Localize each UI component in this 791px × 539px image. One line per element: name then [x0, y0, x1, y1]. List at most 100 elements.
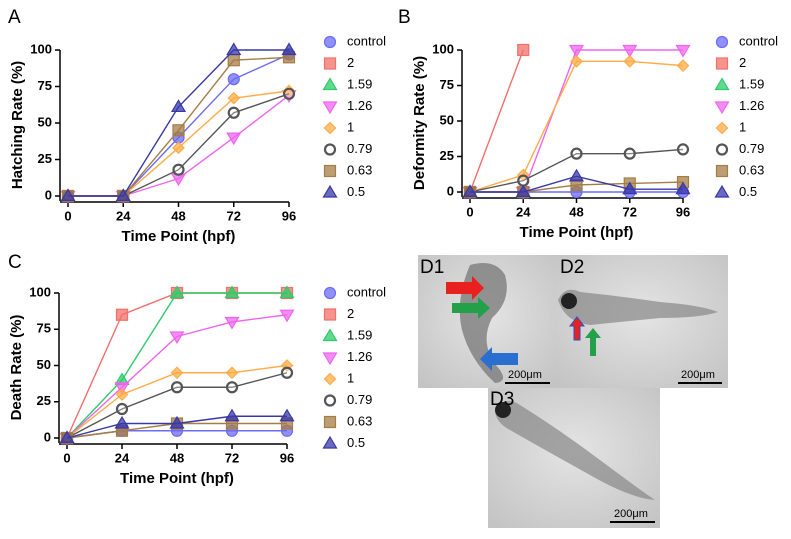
panel-label: B: [398, 7, 411, 28]
marker: [570, 55, 583, 68]
marker: [115, 188, 131, 202]
eye: [561, 293, 577, 309]
marker: [170, 99, 187, 113]
marker: [227, 91, 241, 105]
marker: [172, 141, 185, 155]
marker: [115, 308, 129, 321]
marker: [114, 415, 130, 429]
x-tick-label: 96: [280, 450, 294, 465]
y-tick-label: 75: [440, 77, 454, 92]
x-axis-title: Time Point (hpf): [120, 470, 234, 487]
legend-marker: [715, 121, 729, 135]
legend-label: 0.79: [739, 141, 764, 156]
x-tick-label: 24: [116, 208, 131, 223]
x-tick-label: 96: [282, 208, 296, 223]
y-tick-label: 0: [44, 429, 51, 444]
marker: [282, 87, 296, 100]
legend-marker: [714, 101, 730, 115]
y-tick-label: 0: [45, 187, 52, 202]
series-line: [469, 148, 684, 193]
marker: [115, 402, 129, 416]
legend-marker: [323, 121, 337, 135]
x-tick-label: 96: [676, 204, 690, 219]
marker: [622, 181, 638, 195]
legend-label: 2: [347, 55, 354, 70]
marker: [170, 366, 184, 380]
y-tick-label: 50: [37, 357, 51, 372]
scale-label: 200μm: [508, 369, 542, 381]
legend-marker: [323, 308, 337, 321]
marker: [622, 44, 638, 58]
arrow-green: [585, 328, 601, 356]
x-tick-label: 72: [227, 208, 241, 223]
x-tick-label: 48: [569, 204, 583, 219]
legend-marker: [715, 143, 729, 156]
legend-label: 1.59: [347, 327, 372, 342]
legend-marker: [323, 143, 337, 156]
marker: [462, 184, 478, 198]
series-line: [469, 49, 524, 193]
panel-label: A: [8, 7, 21, 28]
y-tick-label: 25: [440, 148, 454, 163]
legend-marker: [715, 35, 729, 49]
marker: [226, 42, 242, 56]
legend-marker: [714, 77, 730, 91]
marker: [280, 366, 294, 379]
legend-label: 1: [347, 119, 354, 134]
y-tick-label: 25: [37, 393, 51, 408]
marker: [279, 285, 295, 299]
marker: [517, 43, 530, 57]
arrow-red: [446, 276, 484, 300]
legend-marker: [323, 35, 337, 49]
marker: [623, 55, 637, 68]
series-line: [66, 372, 288, 439]
marker: [570, 147, 583, 160]
scale-label: 200μm: [681, 369, 715, 381]
marker: [224, 285, 240, 299]
legend-marker: [715, 164, 729, 178]
marker: [227, 54, 240, 67]
legend-label: 0.63: [347, 413, 372, 428]
legend-label: 1.26: [739, 98, 764, 113]
marker: [172, 163, 185, 176]
legend-marker: [323, 57, 337, 70]
legend-label: 2: [347, 306, 354, 321]
marker: [676, 143, 690, 156]
image-label: D3: [490, 389, 514, 410]
marker: [169, 285, 185, 299]
marker: [281, 42, 297, 56]
image-d2: D2 200μm: [555, 255, 728, 388]
larva: [495, 401, 655, 500]
x-tick-label: 72: [623, 204, 637, 219]
legend-label: 1.26: [347, 349, 372, 364]
x-tick-label: 0: [63, 450, 70, 465]
marker: [169, 331, 185, 345]
marker: [60, 188, 76, 202]
legend-marker: [322, 352, 338, 366]
arrow-blue: [480, 347, 518, 371]
marker: [675, 44, 691, 58]
legend-marker: [323, 415, 337, 429]
legend-label: 0.5: [739, 184, 757, 199]
legend-marker: [323, 164, 337, 178]
legend-label: 1.26: [347, 98, 372, 113]
y-tick-label: 100: [432, 41, 454, 56]
x-axis-title: Time Point (hpf): [122, 228, 236, 245]
marker: [227, 106, 240, 119]
legend-label: control: [739, 33, 778, 48]
legend-label: 1: [347, 370, 354, 385]
legend-label: 0.5: [347, 184, 365, 199]
marker: [115, 388, 129, 401]
legend-label: 0.63: [347, 162, 372, 177]
y-tick-label: 75: [37, 321, 51, 336]
x-tick-label: 0: [64, 208, 71, 223]
x-axis-title: Time Point (hpf): [520, 224, 634, 241]
legend-marker: [322, 77, 338, 91]
marker: [227, 73, 240, 86]
marker: [224, 316, 240, 330]
image-label: D2: [560, 257, 584, 278]
y-tick-label: 100: [30, 41, 52, 56]
marker: [515, 184, 531, 198]
x-tick-label: 48: [171, 208, 185, 223]
